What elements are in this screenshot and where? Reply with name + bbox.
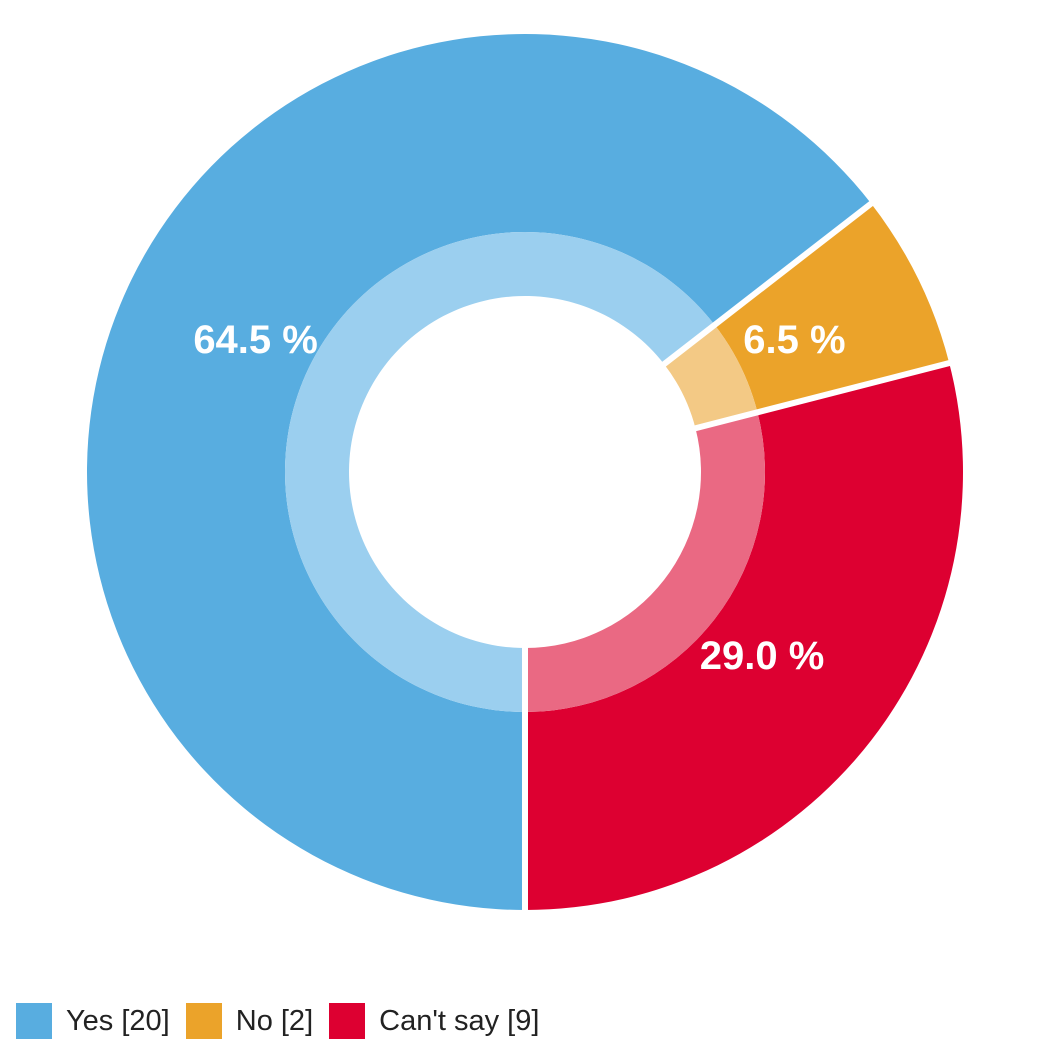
legend-label-no: No [2] — [235, 1004, 314, 1037]
slice-inner-no — [664, 324, 758, 429]
legend-item-yes: Yes [20] — [16, 1003, 170, 1039]
slice-no — [714, 203, 950, 413]
chart-slices — [86, 33, 964, 912]
slice-label-yes: 64.5 % — [193, 318, 318, 362]
legend-swatch-cant-say — [329, 1003, 366, 1039]
legend-swatch-yes — [16, 1003, 52, 1039]
legend-label-yes: Yes [20] — [66, 1004, 170, 1037]
legend-item-cant-say: Can't say [9] — [329, 1003, 539, 1039]
legend: Yes [20] No [2] Can't say [9] — [16, 1003, 555, 1039]
chart-labels: 64.5 % 6.5 % 29.0 % — [193, 318, 845, 678]
slice-can-t-say — [525, 363, 964, 910]
legend-item-no: No [2] — [185, 1003, 314, 1039]
slice-yes — [86, 33, 872, 910]
slice-label-no: 6.5 % — [743, 318, 845, 362]
donut-chart: 64.5 % 6.5 % 29.0 % — [86, 33, 964, 912]
legend-label-cant-say: Can't say [9] — [379, 1004, 540, 1037]
slice-inner-can-t-say — [525, 412, 766, 712]
slice-separator-2 — [693, 359, 952, 432]
slice-label-can-t-say: 29.0 % — [700, 634, 825, 678]
legend-swatch-no — [185, 1003, 222, 1039]
slice-inner-yes — [285, 232, 715, 712]
slice-separator-1 — [661, 199, 875, 368]
